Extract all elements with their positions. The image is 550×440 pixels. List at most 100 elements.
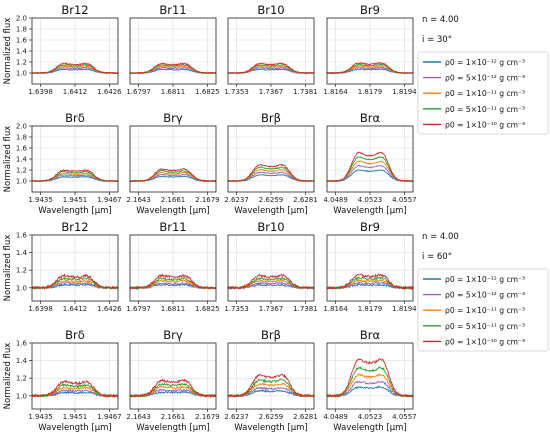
x-tick-label: 1.6412 <box>63 88 88 96</box>
panel-br10-i30: Br10 1.7353 1.7367 1.7381 <box>224 3 317 96</box>
x-tick-label: 1.8179 <box>358 88 383 96</box>
x-tick-label: 1.9451 <box>63 196 88 204</box>
y-tick-label: 1.2 <box>16 375 27 383</box>
series-line-5 <box>31 379 119 399</box>
x-tick-label: 1.6811 <box>161 88 186 96</box>
legend-block-i30: n = 4.00 i = 30° ρ0 = 1×10⁻¹² g cm⁻³ ρ0 = 5… <box>417 15 549 135</box>
x-tick-label: 1.6426 <box>97 88 122 96</box>
x-tick-label: 1.6398 <box>28 305 53 313</box>
x-tick-label: 4.0489 <box>323 196 348 204</box>
series-line-5 <box>326 358 414 398</box>
series-line-5 <box>227 373 315 398</box>
x-tick-label: 1.8194 <box>392 88 417 96</box>
panel-title: Brα <box>360 111 381 125</box>
x-tick-label: 1.6398 <box>28 88 53 96</box>
x-axis-label: Wavelength [μm] <box>136 206 209 216</box>
x-tick-label: 1.6426 <box>97 305 122 313</box>
x-axis-label: Wavelength [μm] <box>333 206 406 216</box>
x-tick-label: 1.6825 <box>195 305 220 313</box>
legend-label: ρ0 = 1×10⁻¹⁰ g cm⁻³ <box>445 337 525 346</box>
x-tick-label: 2.6281 <box>293 413 318 421</box>
panel-br9-i60: Br9 1.8164 1.8179 1.8194 <box>323 220 417 313</box>
series-line-5 <box>227 62 315 75</box>
panel-title: Brδ <box>65 328 85 342</box>
x-tick-label: 2.1661 <box>161 196 186 204</box>
legend-label: ρ0 = 5×10⁻¹¹ g cm⁻³ <box>445 322 525 331</box>
y-tick-label: 1.0 <box>16 392 27 400</box>
y-tick-label: 2.0 <box>16 15 27 23</box>
panel-title: Br9 <box>360 220 380 234</box>
x-tick-label: 1.7367 <box>259 305 284 313</box>
x-tick-label: 1.8179 <box>358 305 383 313</box>
panel-br11-i60: Br11 1.6797 1.6811 1.6825 <box>126 220 219 313</box>
x-tick-label: 1.6797 <box>126 88 151 96</box>
panel-title: Br9 <box>360 3 380 17</box>
series-line-5 <box>31 273 119 290</box>
y-tick-label: 1.4 <box>16 249 28 257</box>
series-line-5 <box>129 168 217 183</box>
x-tick-label: 2.1679 <box>195 413 220 421</box>
panel-brγ-i60: Brγ 2.1643 2.1661 2.1679 Wavelength [μm] <box>126 328 219 433</box>
y-tick-label: 1.2 <box>16 59 27 67</box>
panel-title: Brβ <box>261 328 281 342</box>
y-tick-label: 1.0 <box>16 178 27 186</box>
series-line-5 <box>326 61 414 75</box>
y-tick-label: 1.4 <box>16 156 28 164</box>
series-line-5 <box>31 62 119 75</box>
x-tick-label: 4.0557 <box>392 196 417 204</box>
y-tick-label: 1.2 <box>16 167 27 175</box>
legend-label: ρ0 = 1×10⁻¹² g cm⁻³ <box>445 58 525 67</box>
x-tick-label: 1.7353 <box>224 305 249 313</box>
x-tick-label: 2.1679 <box>195 196 220 204</box>
y-axis-label: Normalized flux <box>3 126 13 193</box>
y-tick-label: 1.0 <box>16 70 27 78</box>
legend-label: ρ0 = 5×10⁻¹¹ g cm⁻³ <box>445 105 525 114</box>
x-axis-label: Wavelength [μm] <box>234 206 307 216</box>
panel-title: Br10 <box>257 220 284 234</box>
legend-label: ρ0 = 5×10⁻¹² g cm⁻³ <box>445 74 525 83</box>
y-tick-label: 1.6 <box>16 145 28 153</box>
panel-br10-i60: Br10 1.7353 1.7367 1.7381 <box>224 220 317 313</box>
series-line-5 <box>129 273 217 290</box>
x-tick-label: 1.9435 <box>28 196 53 204</box>
panel-title: Brα <box>360 328 381 342</box>
x-tick-label: 2.6237 <box>224 196 249 204</box>
x-tick-label: 4.0557 <box>392 413 417 421</box>
panel-title: Brγ <box>163 111 183 125</box>
x-tick-label: 1.9451 <box>63 413 88 421</box>
x-tick-label: 2.6259 <box>259 196 284 204</box>
legend-label: ρ0 = 1×10⁻¹¹ g cm⁻³ <box>445 89 525 98</box>
annotation-n: n = 4.00 <box>422 232 459 242</box>
panel-title: Br12 <box>61 3 88 17</box>
x-tick-label: 2.6281 <box>293 196 318 204</box>
x-tick-label: 1.8194 <box>392 305 417 313</box>
x-axis-label: Wavelength [μm] <box>234 423 307 433</box>
panel-brβ-i60: Brβ 2.6237 2.6259 2.6281 Wavelength [μm] <box>224 328 317 433</box>
panel-br12-i60: Br12 1.0 1.2 1.4 1.6 1.6398 1.6412 1.6426 <box>16 220 122 313</box>
series-line-5 <box>326 273 414 291</box>
legend-label: ρ0 = 1×10⁻¹⁰ g cm⁻³ <box>445 120 525 129</box>
x-tick-label: 4.0489 <box>323 413 348 421</box>
y-tick-label: 1.8 <box>16 134 27 142</box>
panel-brδ-i30: Brδ 1.0 1.2 1.4 1.6 1.8 2.0 1.9435 1.9451 1.9467 W… <box>16 111 122 216</box>
panel-title: Br12 <box>61 220 88 234</box>
legend-block-i60: n = 4.00 i = 60° ρ0 = 1×10⁻¹² g cm⁻³ ρ0 = 5… <box>417 232 549 352</box>
panel-title: Brγ <box>163 328 183 342</box>
x-tick-label: 1.9435 <box>28 413 53 421</box>
panel-br11-i30: Br11 1.6797 1.6811 1.6825 <box>126 3 219 96</box>
x-tick-label: 2.6259 <box>259 413 284 421</box>
series-line-5 <box>31 169 119 182</box>
panel-brβ-i30: Brβ 2.6237 2.6259 2.6281 Wavelength [μm] <box>224 111 317 216</box>
x-axis-label: Wavelength [μm] <box>38 206 111 216</box>
panel-title: Brδ <box>65 111 85 125</box>
series-line-5 <box>129 62 217 75</box>
legend-label: ρ0 = 1×10⁻¹² g cm⁻³ <box>445 275 525 284</box>
x-tick-label: 1.6412 <box>63 305 88 313</box>
x-tick-label: 2.6237 <box>224 413 249 421</box>
y-tick-label: 1.0 <box>16 284 27 292</box>
panel-br9-i30: Br9 1.8164 1.8179 1.8194 <box>323 3 417 96</box>
x-tick-label: 4.0523 <box>358 196 383 204</box>
panel-brγ-i30: Brγ 2.1643 2.1661 2.1679 Wavelength [μm] <box>126 111 219 216</box>
annotation-i: i = 60° <box>422 252 452 262</box>
